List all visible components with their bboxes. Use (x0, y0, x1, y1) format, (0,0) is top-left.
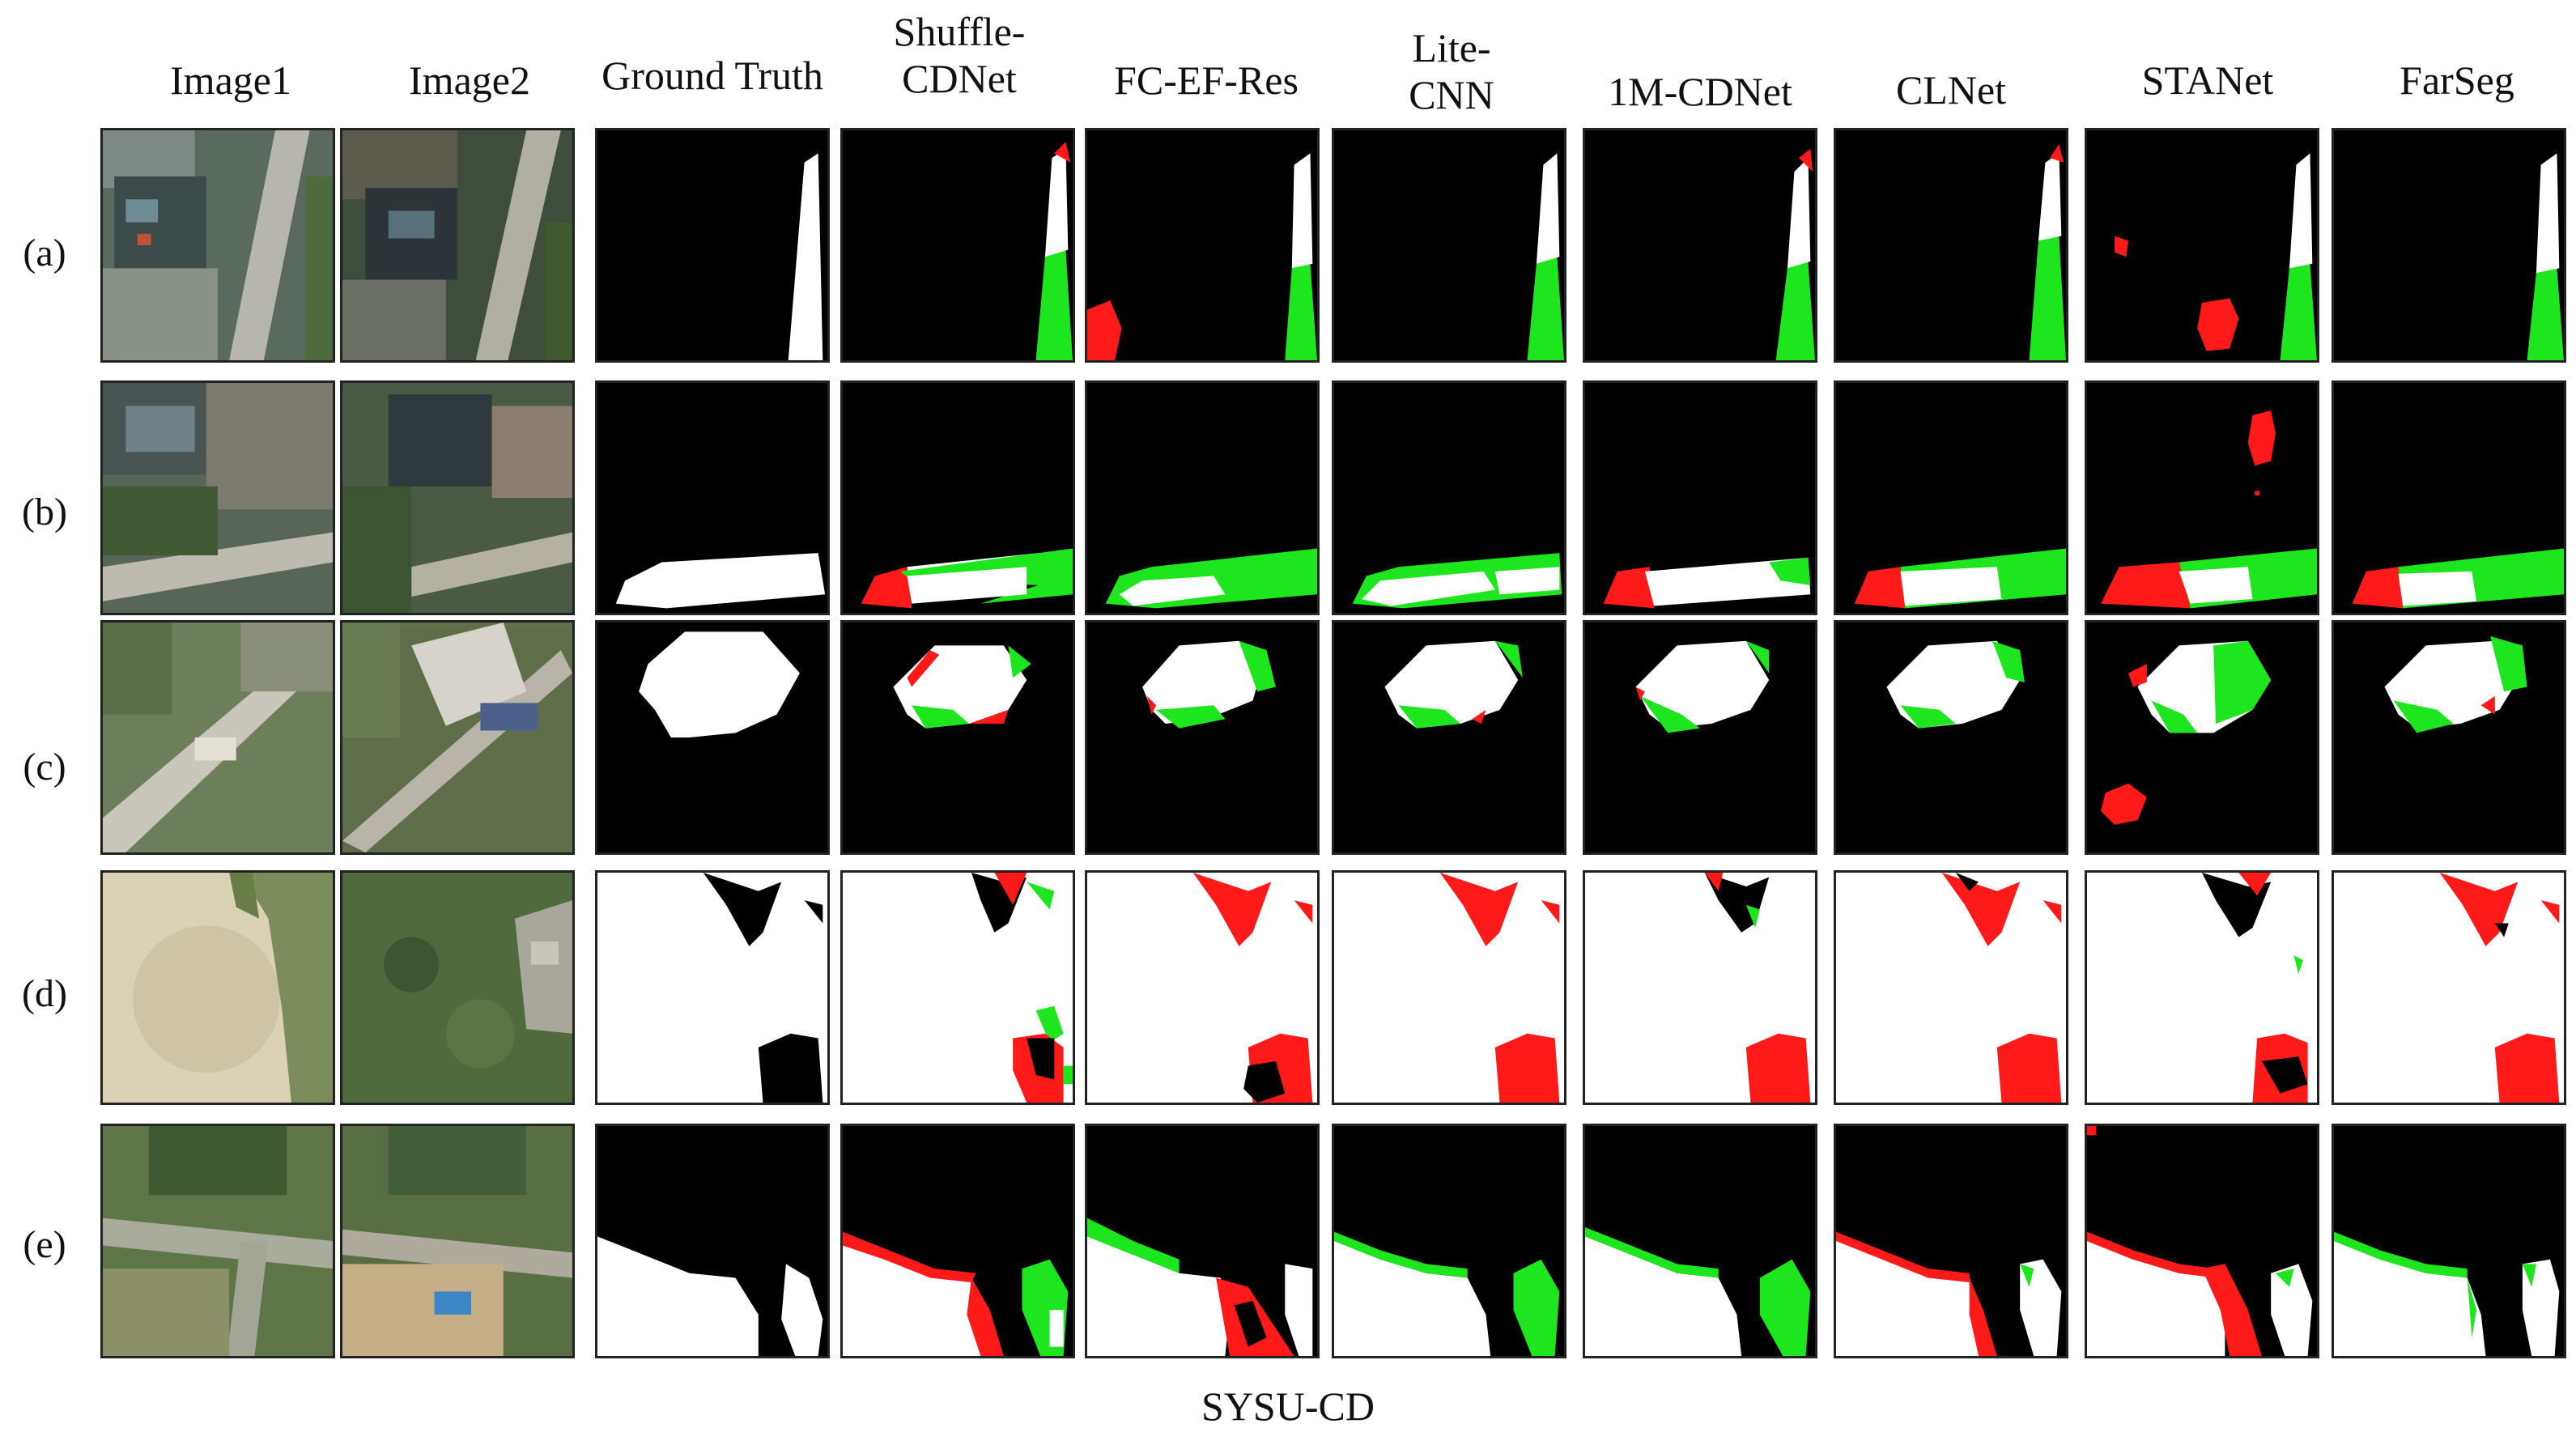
row-c-stanet (2085, 620, 2319, 855)
col-header-shufflecdnet-line2: CDNet (902, 56, 1017, 101)
row-c-onemcdnet (1583, 620, 1817, 855)
col-header-litecnn-line1: Lite- (1412, 25, 1491, 70)
col-header-image2: Image2 (409, 57, 530, 103)
row-e-clnet (1834, 1124, 2068, 1358)
col-header-ground-truth: Ground Truth (601, 53, 823, 98)
row-e-farseg (2332, 1124, 2566, 1358)
row-b-stanet (2085, 380, 2319, 615)
row-e-onemcdnet (1583, 1124, 1817, 1358)
col-header-shufflecdnet: Shuffle- CDNet (842, 8, 1077, 102)
col-header-litecnn-line2: CNN (1409, 72, 1494, 117)
row-c-shufflecdnet (840, 620, 1075, 855)
row-d-fcefres (1085, 870, 1320, 1105)
row-d-litecnn (1332, 870, 1566, 1105)
row-e-ground-truth (595, 1124, 830, 1358)
row-d-shufflecdnet (840, 870, 1075, 1105)
row-b-image1 (100, 380, 335, 615)
row-d-stanet (2085, 870, 2319, 1105)
row-label-e: (e) (23, 1223, 66, 1266)
row-b-shufflecdnet (840, 380, 1075, 615)
row-a-litecnn (1332, 128, 1566, 363)
row-a-farseg (2332, 128, 2566, 363)
col-header-clnet: CLNet (1895, 67, 2007, 113)
col-header-litecnn: Lite- CNN (1334, 24, 1569, 118)
row-b-fcefres (1085, 380, 1320, 615)
row-a-ground-truth (595, 128, 830, 363)
row-b-image2 (340, 380, 575, 615)
row-e-shufflecdnet (840, 1124, 1075, 1358)
row-e-litecnn (1332, 1124, 1566, 1358)
row-label-b: (b) (22, 491, 67, 533)
row-c-clnet (1834, 620, 2068, 855)
col-header-shufflecdnet-line1: Shuffle- (893, 9, 1026, 54)
row-d-image2 (340, 870, 575, 1105)
row-e-stanet (2085, 1124, 2319, 1358)
row-label-c: (c) (23, 746, 66, 788)
col-header-farseg: FarSeg (2400, 57, 2514, 103)
row-d-ground-truth (595, 870, 830, 1105)
row-e-image1 (100, 1124, 335, 1358)
row-a-shufflecdnet (840, 128, 1075, 363)
row-e-fcefres (1085, 1124, 1320, 1358)
row-c-fcefres (1085, 620, 1320, 855)
row-label-d: (d) (22, 972, 67, 1015)
row-c-litecnn (1332, 620, 1566, 855)
row-b-clnet (1834, 380, 2068, 615)
figure-caption: SYSU-CD (1201, 1383, 1375, 1429)
row-a-onemcdnet (1583, 128, 1817, 363)
row-c-image1 (100, 620, 335, 855)
row-e-image2 (340, 1124, 575, 1358)
row-b-farseg (2332, 380, 2566, 615)
row-a-clnet (1834, 128, 2068, 363)
col-header-fcefres: FC-EF-Res (1114, 57, 1299, 103)
row-a-image1 (100, 128, 335, 363)
row-c-ground-truth (595, 620, 830, 855)
row-label-a: (a) (23, 232, 66, 274)
col-header-image1: Image1 (170, 57, 291, 103)
row-b-onemcdnet (1583, 380, 1817, 615)
row-d-onemcdnet (1583, 870, 1817, 1105)
col-header-stanet: STANet (2141, 57, 2274, 103)
row-b-ground-truth (595, 380, 830, 615)
row-c-farseg (2332, 620, 2566, 855)
row-c-image2 (340, 620, 575, 855)
row-d-farseg (2332, 870, 2566, 1105)
row-a-fcefres (1085, 128, 1320, 363)
row-d-clnet (1834, 870, 2068, 1105)
row-d-image1 (100, 870, 335, 1105)
row-a-stanet (2085, 128, 2319, 363)
col-header-onemcdnet: 1M-CDNet (1608, 69, 1792, 114)
row-b-litecnn (1332, 380, 1566, 615)
row-a-image2 (340, 128, 575, 363)
